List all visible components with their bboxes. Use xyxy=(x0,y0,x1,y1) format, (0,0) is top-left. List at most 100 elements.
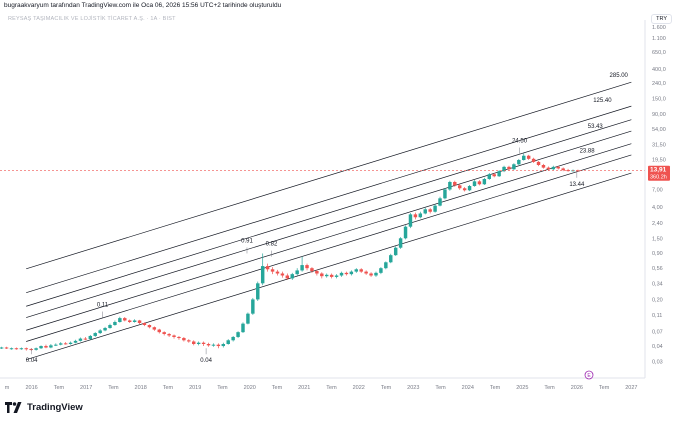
candle-body xyxy=(546,167,551,170)
tradingview-logo[interactable]: TradingView xyxy=(5,402,83,413)
candle-body xyxy=(127,320,132,323)
x-tick-label: 2016 xyxy=(25,385,37,391)
candle-body xyxy=(457,185,462,189)
price-badge-bg xyxy=(648,165,670,181)
candle-body xyxy=(211,344,216,346)
candle-body xyxy=(359,269,363,272)
y-tick-label: 0,34 xyxy=(652,281,663,287)
candle-body xyxy=(118,318,122,323)
x-tick-label: 2018 xyxy=(135,385,147,391)
candle-body xyxy=(541,164,546,168)
candle-body xyxy=(379,268,383,273)
candle-body xyxy=(295,270,299,275)
candle-body xyxy=(448,181,452,190)
candle-body xyxy=(275,271,280,274)
channel-line xyxy=(26,172,632,360)
tradingview-logo-text: TradingView xyxy=(27,402,83,413)
candle-body xyxy=(236,332,240,337)
candle-body xyxy=(49,345,53,348)
candle-body xyxy=(137,320,142,323)
candle-body xyxy=(393,247,398,256)
x-tick-label: Tem xyxy=(381,385,392,391)
x-tick-label: 2027 xyxy=(625,385,637,391)
candle-body xyxy=(73,340,78,343)
annotation-label: 24.50 xyxy=(512,139,528,145)
candle-body xyxy=(251,299,255,314)
candle-body xyxy=(192,341,196,345)
candle-body xyxy=(423,209,427,214)
y-tick-label: 2,40 xyxy=(652,221,663,227)
candle-body xyxy=(93,333,97,336)
annotation-label: 0.04 xyxy=(26,358,38,364)
candle-body xyxy=(201,342,206,345)
y-tick-label: 0,04 xyxy=(652,344,663,350)
annotation-label: 0.91 xyxy=(241,238,253,244)
symbol-legend[interactable]: REYSAŞ TAŞIMACILIK VE LOJİSTİK TİCARET A… xyxy=(8,16,176,22)
candle-body xyxy=(123,318,127,321)
event-marker-label: E xyxy=(587,373,591,379)
candle-body xyxy=(413,214,418,218)
x-tick-label: 2020 xyxy=(244,385,256,391)
annotation-label: 13.44 xyxy=(569,182,585,188)
y-tick-label: 1,50 xyxy=(652,236,663,242)
price-badge-price: 13,91 xyxy=(650,167,667,174)
channel-level-label: 125.40 xyxy=(593,98,612,104)
candle-body xyxy=(472,181,477,187)
candle-body xyxy=(98,330,102,334)
candle-body xyxy=(502,166,506,172)
candle-body xyxy=(418,213,423,218)
candle-body xyxy=(364,271,368,274)
candle-body xyxy=(325,274,329,277)
event-marker-circle[interactable] xyxy=(584,370,594,380)
currency-badge[interactable]: TRY xyxy=(651,14,672,24)
candle-body xyxy=(453,181,457,186)
candle-body xyxy=(349,271,354,275)
candle-body xyxy=(44,346,48,348)
price-annotations: 0.11 0.04 0.91 0.82 0.04 24.50 13.44 xyxy=(26,139,585,365)
candle-body xyxy=(517,160,521,165)
candle-body xyxy=(103,327,107,331)
x-tick-label: Tem xyxy=(326,385,337,391)
x-tick-label: Tem xyxy=(54,385,65,391)
candle-body xyxy=(68,342,73,345)
candle-body xyxy=(310,268,314,272)
candle-body xyxy=(9,348,14,350)
chart-attribution: bugraakvaryum tarafından TradingView.com… xyxy=(4,2,282,9)
earnings-event-marker[interactable]: E xyxy=(584,370,594,380)
candle-body xyxy=(408,214,413,227)
candle-body xyxy=(270,269,275,272)
candle-body xyxy=(4,347,9,349)
candle-body xyxy=(482,178,487,185)
y-tick-label: 400,0 xyxy=(652,67,666,73)
candle-body xyxy=(556,166,560,169)
candle-body xyxy=(152,327,157,330)
x-tick-label: 2021 xyxy=(298,385,310,391)
candle-body xyxy=(206,344,211,346)
x-tick-label: Tem xyxy=(163,385,174,391)
y-tick-label: 0,56 xyxy=(652,266,663,272)
channel-line xyxy=(26,154,632,342)
channel-line xyxy=(26,81,632,270)
y-tick-label: 1.600 xyxy=(652,25,666,31)
candle-body xyxy=(443,189,447,199)
y-tick-label: 19,50 xyxy=(652,158,666,164)
candle-body xyxy=(522,155,526,161)
x-tick-label: Tem xyxy=(544,385,555,391)
candle-body xyxy=(433,205,437,212)
candle-body xyxy=(24,348,28,350)
candle-body xyxy=(290,274,294,279)
annotation-label: 0.82 xyxy=(266,242,278,248)
candle-body xyxy=(108,325,112,328)
channel-level-label: 53.43 xyxy=(588,124,604,130)
candle-body xyxy=(147,325,152,328)
y-tick-label: 0,07 xyxy=(652,329,663,335)
annotation-label: 0.04 xyxy=(200,358,212,364)
tradingview-logo-icon xyxy=(5,402,22,413)
candle-body xyxy=(334,275,339,277)
y-tick-label: 31,50 xyxy=(652,143,666,149)
channel-line xyxy=(26,130,632,318)
candle-body xyxy=(88,335,93,340)
candle-body xyxy=(34,348,38,350)
candle-body xyxy=(497,171,501,177)
